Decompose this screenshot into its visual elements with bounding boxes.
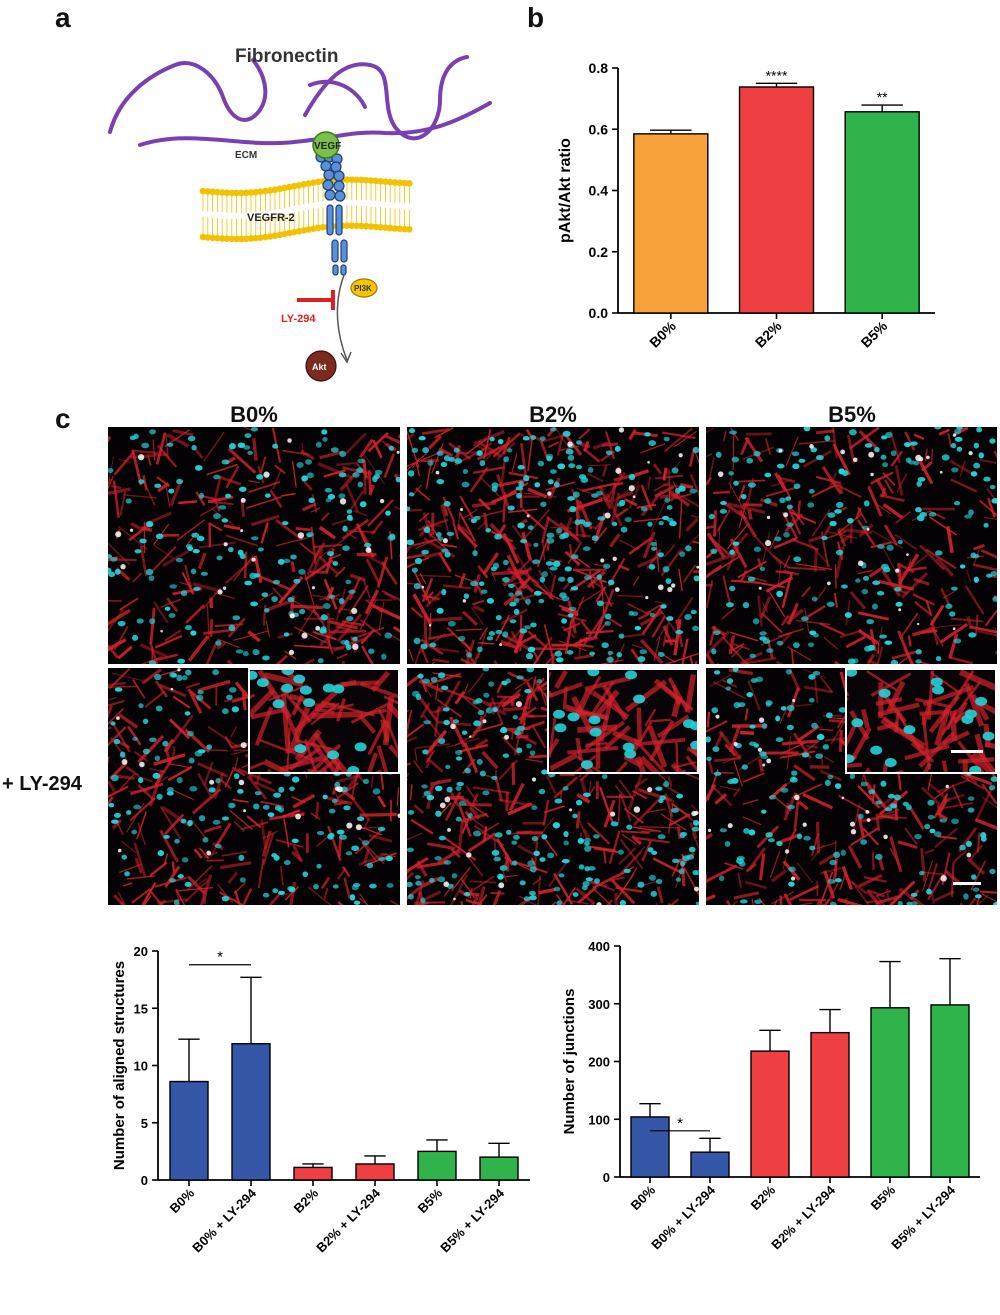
- bar: [630, 1116, 670, 1178]
- x-tick-label: B5%: [858, 317, 891, 350]
- y-tick-label: 100: [588, 1112, 610, 1127]
- x-tick-label: B2% + LY-294: [768, 1182, 838, 1252]
- bar: [738, 86, 815, 314]
- y-tick-label: 0.0: [589, 305, 609, 321]
- signal-arrow: [336, 274, 348, 361]
- y-tick-label: 0: [141, 1173, 148, 1188]
- bar: [844, 111, 920, 314]
- y-tick-label: 0.8: [589, 60, 609, 76]
- receptor-label: VEGFR-2: [247, 212, 295, 224]
- signaling-schematic: Fibronectin ECM VEGFR-2 VEGF PI3K LY-294…: [108, 46, 492, 382]
- inhibitor-label: LY-294: [281, 313, 316, 325]
- y-tick-label: 5: [141, 1116, 148, 1131]
- fibronectin-fibers: [108, 55, 492, 147]
- micrograph-inset-b2: [547, 668, 699, 774]
- y-axis-label: Number of aligned structures: [111, 961, 128, 1170]
- y-axis-label: pAkt/Akt ratio: [557, 138, 574, 243]
- x-tick-label: B5%: [415, 1185, 446, 1216]
- x-tick-label: B5% + LY-294: [437, 1185, 507, 1255]
- vegfr2-receptor: [315, 151, 348, 276]
- pi3k-node: [350, 278, 378, 298]
- ecm-label: ECM: [235, 150, 257, 161]
- row-label-ly294: + LY-294: [2, 773, 82, 795]
- micrograph-b2: [407, 427, 699, 664]
- x-tick-label: B2%: [752, 317, 785, 350]
- y-tick-label: 20: [134, 944, 148, 959]
- bar: [690, 1151, 730, 1178]
- panel-label-c: c: [55, 403, 71, 434]
- x-tick-label: B0%: [646, 317, 679, 350]
- x-tick-label: B2%: [748, 1182, 779, 1213]
- micrograph-inset-b5: [845, 668, 997, 774]
- bar: [633, 133, 709, 314]
- panel-label-a: a: [55, 2, 71, 33]
- x-tick-label: B0%: [628, 1182, 659, 1213]
- bar: [417, 1150, 457, 1181]
- akt-label: Akt: [312, 362, 327, 372]
- pi3k-label: PI3K: [354, 284, 372, 293]
- y-tick-label: 0.2: [589, 244, 609, 260]
- x-tick-label: B2%: [291, 1185, 322, 1216]
- column-label-b5: B5%: [828, 402, 876, 427]
- bar: [750, 1050, 790, 1178]
- bar: [870, 1007, 910, 1178]
- bar: [293, 1166, 333, 1181]
- y-tick-label: 400: [588, 939, 610, 954]
- comparison-label: *: [677, 1115, 683, 1132]
- micrograph-b5: [706, 427, 997, 664]
- x-tick-label: B5% + LY-294: [888, 1182, 958, 1252]
- bar: [479, 1156, 519, 1181]
- cell-membrane: [199, 176, 413, 243]
- micrograph-inset-b0: [248, 668, 400, 774]
- y-tick-label: 0.4: [589, 183, 609, 199]
- vegf-ligand: [312, 131, 340, 159]
- y-tick-label: 15: [134, 1001, 148, 1016]
- y-axis-label: Number of junctions: [561, 989, 578, 1135]
- chart-junctions: 0 100 200 300 400 Number of junctions B0%B0% +…: [561, 939, 980, 1252]
- x-tick-label: B0%: [167, 1185, 198, 1216]
- column-label-b0: B0%: [230, 402, 278, 427]
- y-tick-label: 10: [134, 1059, 148, 1074]
- x-tick-label: B0% + LY-294: [648, 1182, 718, 1252]
- bar: [810, 1031, 850, 1178]
- y-tick-label: 200: [588, 1055, 610, 1070]
- bar: [169, 1080, 209, 1181]
- significance-label: ****: [766, 67, 788, 83]
- column-label-b2: B2%: [529, 402, 577, 427]
- scale-bar: [953, 882, 981, 885]
- bar: [930, 1004, 970, 1178]
- akt-node: [305, 350, 337, 382]
- significance-label: **: [877, 89, 888, 105]
- bar: [355, 1163, 395, 1181]
- fibronectin-label: Fibronectin: [235, 46, 338, 67]
- micrograph-b0: [108, 427, 400, 664]
- y-tick-label: 0: [603, 1170, 610, 1185]
- y-tick-label: 0.6: [589, 121, 609, 137]
- vegf-label: VEGF: [314, 141, 341, 152]
- x-tick-label: B5%: [868, 1182, 899, 1213]
- inhibition-mark: [297, 290, 335, 310]
- chart-b: 0.0 0.2 0.4 0.6 0.8 pAkt/Akt ratio B0% B2% **** B…: [557, 60, 935, 351]
- x-tick-label: B2% + LY-294: [313, 1185, 383, 1255]
- x-tick-label: B0% + LY-294: [189, 1185, 259, 1255]
- y-tick-label: 300: [588, 997, 610, 1012]
- panel-label-b: b: [527, 2, 545, 33]
- comparison-label: *: [217, 949, 223, 966]
- bar: [231, 1043, 271, 1181]
